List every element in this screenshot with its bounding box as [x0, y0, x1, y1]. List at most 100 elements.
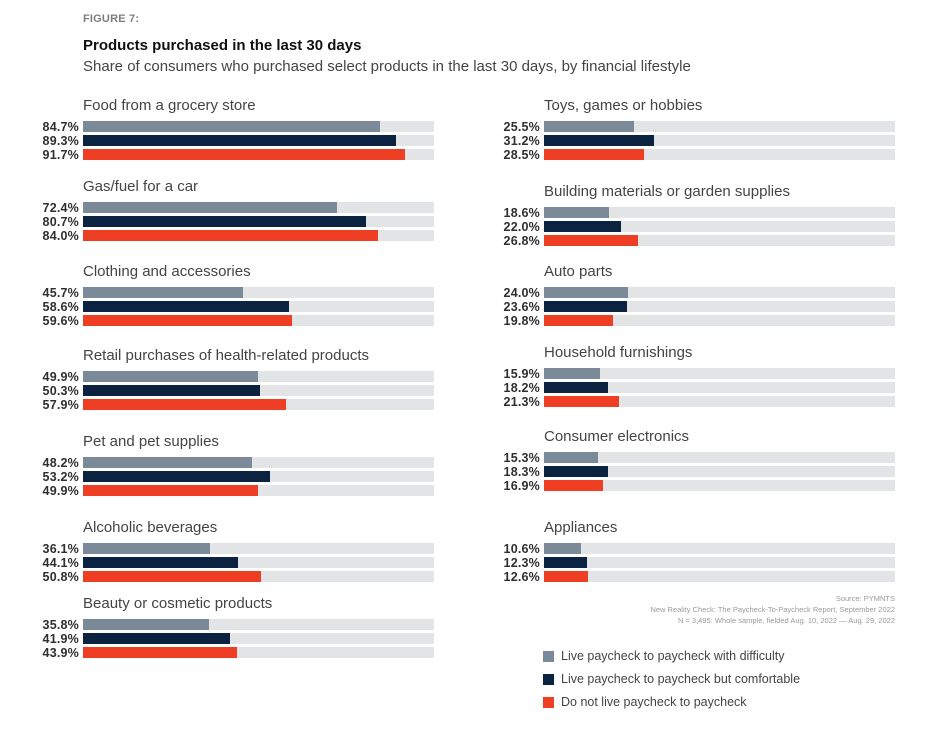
- source-line: Source: PYMNTS: [835, 594, 895, 603]
- category-label: Household furnishings: [544, 344, 693, 361]
- bar-track: [544, 452, 895, 463]
- data-label: 25.5%: [503, 120, 540, 134]
- bar: [83, 121, 381, 132]
- bar-track: [544, 207, 895, 218]
- bar-track: [544, 396, 895, 407]
- data-label: 31.2%: [503, 134, 540, 148]
- bar-track: [83, 202, 434, 213]
- bar: [83, 385, 260, 396]
- bar-track: [83, 149, 434, 160]
- bar-track: [83, 471, 434, 482]
- bar: [544, 149, 645, 160]
- data-label: 35.8%: [42, 618, 79, 632]
- bar: [544, 121, 634, 132]
- bar-track: [544, 480, 895, 491]
- bar-track: [83, 135, 434, 146]
- legend-label-difficulty: Live paycheck to paycheck with difficult…: [561, 649, 785, 663]
- data-label: 18.3%: [503, 465, 540, 479]
- source-sample-line: N = 3,495: Whole sample, fielded Aug. 10…: [677, 616, 895, 625]
- bar: [83, 543, 210, 554]
- data-label: 48.2%: [42, 456, 79, 470]
- chart-subtitle: Share of consumers who purchased select …: [83, 58, 691, 75]
- bar: [544, 543, 582, 554]
- bar: [544, 235, 639, 246]
- data-label: 23.6%: [503, 300, 540, 314]
- bar-track: [83, 557, 434, 568]
- bar-track: [544, 557, 895, 568]
- legend-swatch-difficulty: [543, 651, 554, 662]
- bar: [544, 287, 629, 298]
- bar-track: [83, 301, 434, 312]
- bar-track: [544, 135, 895, 146]
- bar: [83, 647, 238, 658]
- chart-title: Products purchased in the last 30 days: [83, 37, 362, 54]
- data-label: 18.6%: [503, 206, 540, 220]
- data-label: 45.7%: [42, 286, 79, 300]
- data-label: 91.7%: [42, 148, 79, 162]
- data-label: 28.5%: [503, 148, 540, 162]
- bar-track: [83, 619, 434, 630]
- bar: [544, 571, 589, 582]
- data-label: 72.4%: [42, 201, 79, 215]
- bar-track: [83, 287, 434, 298]
- source-note: Source: PYMNTS New Reality Check: The Pa…: [650, 593, 895, 626]
- legend-label-not-paycheck: Do not live paycheck to paycheck: [561, 695, 747, 709]
- category-label: Clothing and accessories: [83, 263, 251, 280]
- bar: [83, 471, 270, 482]
- bar: [544, 466, 609, 477]
- bar-track: [544, 235, 895, 246]
- data-label: 84.0%: [42, 229, 79, 243]
- data-label: 58.6%: [42, 300, 79, 314]
- bar-track: [544, 368, 895, 379]
- bar-track: [83, 457, 434, 468]
- bar-track: [83, 315, 434, 326]
- category-label: Auto parts: [544, 263, 613, 280]
- bar-track: [83, 543, 434, 554]
- category-label: Retail purchases of health-related produ…: [83, 347, 369, 364]
- data-label: 53.2%: [42, 470, 79, 484]
- bar: [83, 457, 253, 468]
- data-label: 22.0%: [503, 220, 540, 234]
- source-report-line: New Reality Check: The Paycheck-To-Paych…: [650, 605, 895, 614]
- bar: [83, 135, 397, 146]
- data-label: 21.3%: [503, 395, 540, 409]
- bar-track: [544, 149, 895, 160]
- bar: [544, 396, 619, 407]
- bar: [83, 149, 405, 160]
- bar: [544, 207, 610, 218]
- bar: [83, 315, 293, 326]
- bar-track: [83, 230, 434, 241]
- bar: [83, 230, 378, 241]
- bar-track: [83, 385, 434, 396]
- category-label: Gas/fuel for a car: [83, 178, 199, 195]
- bar-track: [83, 485, 434, 496]
- bar: [544, 382, 608, 393]
- bar-track: [544, 121, 895, 132]
- bar: [83, 619, 209, 630]
- data-label: 12.6%: [503, 570, 540, 584]
- legend-label-comfortable: Live paycheck to paycheck but comfortabl…: [561, 672, 801, 686]
- data-label: 41.9%: [42, 632, 79, 646]
- bar: [544, 135, 654, 146]
- data-label: 36.1%: [42, 542, 79, 556]
- bar-track: [544, 571, 895, 582]
- bar: [83, 216, 367, 227]
- bar-track: [83, 571, 434, 582]
- bar-track: [83, 216, 434, 227]
- data-label: 59.6%: [42, 314, 79, 328]
- legend-swatch-not-paycheck: [543, 697, 554, 708]
- data-label: 49.9%: [42, 370, 79, 384]
- bar-track: [544, 466, 895, 477]
- bar: [544, 480, 604, 491]
- data-label: 24.0%: [503, 286, 540, 300]
- category-label: Consumer electronics: [544, 428, 690, 445]
- data-label: 12.3%: [503, 556, 540, 570]
- bar: [83, 571, 262, 582]
- data-label: 15.9%: [503, 367, 540, 381]
- bar-track: [544, 543, 895, 554]
- data-label: 57.9%: [42, 398, 79, 412]
- data-label: 18.2%: [503, 381, 540, 395]
- figure-label: FIGURE 7:: [83, 13, 140, 25]
- category-label: Building materials or garden supplies: [544, 183, 790, 200]
- data-label: 89.3%: [42, 134, 79, 148]
